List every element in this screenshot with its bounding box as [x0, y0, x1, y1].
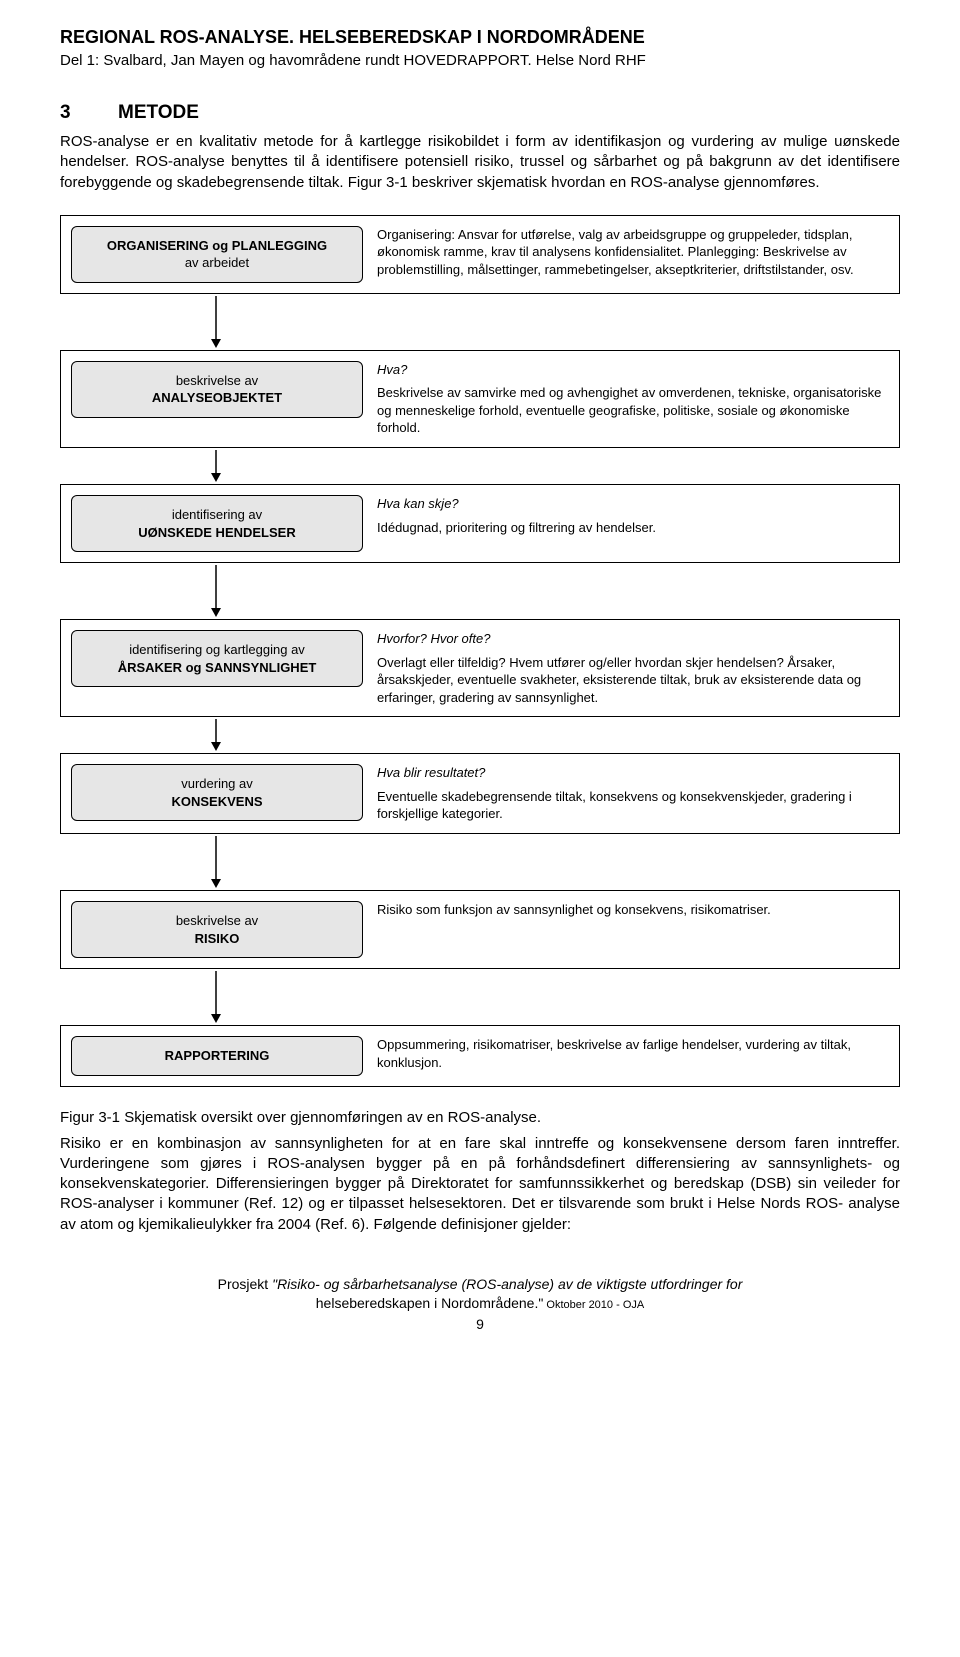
flow-box-line1: identifisering og kartlegging av — [78, 641, 356, 659]
step-risiko-box: beskrivelse avRISIKO — [71, 901, 363, 958]
step-konsekvens-box: vurdering avKONSEKVENS — [71, 764, 363, 821]
step-konsekvens-desc: Hva blir resultatet? Eventuelle skadebegr… — [377, 764, 885, 823]
step-rapportering-box: RAPPORTERING — [71, 1036, 363, 1076]
document-subtitle: Del 1: Svalbard, Jan Mayen og havområden… — [60, 51, 900, 71]
flow-row: beskrivelse avRISIKO Risiko som funksjon … — [60, 890, 900, 969]
flow-box-line1: beskrivelse av — [78, 912, 356, 930]
page-number: 9 — [60, 1315, 900, 1334]
section-title: METODE — [118, 102, 199, 123]
step-risiko-desc: Risiko som funksjon av sannsynlighet og … — [377, 901, 885, 919]
flow-box-line2: ÅRSAKER og SANNSYNLIGHET — [78, 659, 356, 677]
flow-box-line1: ORGANISERING og PLANLEGGING — [78, 237, 356, 255]
step-analyseobjekt-box: beskrivelse avANALYSEOBJEKTET — [71, 361, 363, 418]
flow-question: Hvorfor? Hvor ofte? — [377, 631, 490, 646]
flow-arrow — [60, 294, 372, 350]
flow-row: identifisering og kartlegging avÅRSAKER … — [60, 619, 900, 717]
document-title: REGIONAL ROS-ANALYSE. HELSEBEREDSKAP I N… — [60, 26, 900, 49]
step-organisering-desc: Organisering: Ansvar for utførelse, valg… — [377, 226, 885, 279]
footer-project-italic: "Risiko- og sårbarhetsanalyse (ROS-analy… — [272, 1276, 742, 1292]
flow-arrow — [60, 448, 372, 484]
step-aarsaker-box: identifisering og kartlegging avÅRSAKER … — [71, 630, 363, 687]
flow-box-line1: vurdering av — [78, 775, 356, 793]
step-rapportering-desc: Oppsummering, risikomatriser, beskrivels… — [377, 1036, 885, 1071]
step-uonskede-desc: Hva kan skje? Idédugnad, prioritering og … — [377, 495, 885, 536]
flowchart: ORGANISERING og PLANLEGGINGav arbeidet Or… — [60, 215, 900, 1087]
figure-caption: Figur 3-1 Skjematisk oversikt over gjenn… — [60, 1109, 900, 1126]
flow-question: Hva kan skje? — [377, 496, 459, 511]
footer-project-prefix: Prosjekt — [218, 1276, 272, 1292]
flow-row: identifisering avUØNSKEDE HENDELSER Hva k… — [60, 484, 900, 563]
flow-arrow — [60, 969, 372, 1025]
flow-row: RAPPORTERING Oppsummering, risikomatriser… — [60, 1025, 900, 1087]
step-organisering-box: ORGANISERING og PLANLEGGINGav arbeidet — [71, 226, 363, 283]
outro-paragraph: Risiko er en kombinasjon av sannsynlighe… — [60, 1134, 900, 1235]
section-number: 3 — [60, 102, 118, 124]
flow-answer: Eventuelle skadebegrensende tiltak, kons… — [377, 788, 885, 823]
flow-box-line2: KONSEKVENS — [78, 793, 356, 811]
flow-box-line1: identifisering av — [78, 506, 356, 524]
intro-paragraph: ROS-analyse er en kvalitativ metode for … — [60, 132, 900, 193]
flow-arrow — [60, 563, 372, 619]
flow-answer: Beskrivelse av samvirke med og avhengigh… — [377, 384, 885, 437]
page-footer: Prosjekt "Risiko- og sårbarhetsanalyse (… — [60, 1275, 900, 1334]
flow-question: Hva blir resultatet? — [377, 765, 485, 780]
flow-box-line2: av arbeidet — [78, 254, 356, 272]
step-aarsaker-desc: Hvorfor? Hvor ofte? Overlagt eller tilfel… — [377, 630, 885, 706]
flow-box-line1: RAPPORTERING — [78, 1047, 356, 1065]
flow-arrow — [60, 717, 372, 753]
footer-line-2: helseberedskapen i Nordområdene." Oktobe… — [60, 1294, 900, 1313]
flow-row: beskrivelse avANALYSEOBJEKTET Hva? Beskriv… — [60, 350, 900, 448]
flow-question: Hva? — [377, 362, 407, 377]
flow-row: ORGANISERING og PLANLEGGINGav arbeidet Or… — [60, 215, 900, 294]
flow-box-line2: RISIKO — [78, 930, 356, 948]
step-uonskede-box: identifisering avUØNSKEDE HENDELSER — [71, 495, 363, 552]
flow-answer: Overlagt eller tilfeldig? Hvem utfører o… — [377, 654, 885, 707]
footer-project-line2: helseberedskapen i Nordområdene." — [316, 1295, 544, 1311]
flow-box-line2: UØNSKEDE HENDELSER — [78, 524, 356, 542]
flow-box-line1: beskrivelse av — [78, 372, 356, 390]
footer-project-suffix: Oktober 2010 - OJA — [543, 1299, 644, 1311]
flow-box-line2: ANALYSEOBJEKTET — [78, 389, 356, 407]
flow-arrow — [60, 834, 372, 890]
section-heading: 3METODE — [60, 102, 900, 124]
footer-line-1: Prosjekt "Risiko- og sårbarhetsanalyse (… — [60, 1275, 900, 1294]
step-analyseobjekt-desc: Hva? Beskrivelse av samvirke med og avhen… — [377, 361, 885, 437]
flow-row: vurdering avKONSEKVENSHva blir resultate… — [60, 753, 900, 834]
flow-answer: Idédugnad, prioritering og filtrering av… — [377, 519, 885, 537]
